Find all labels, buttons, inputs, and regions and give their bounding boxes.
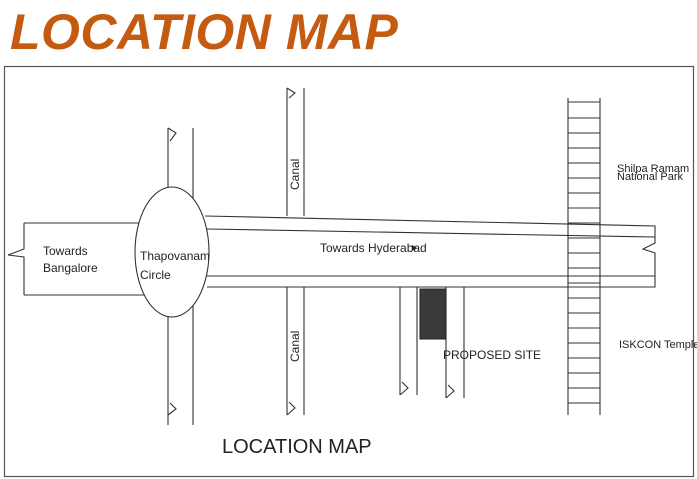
direction-arrow-icon [412,245,417,251]
label-towards-hyderabad: Towards Hyderabad [320,241,427,255]
road-west [7,222,155,296]
canal-south [286,287,305,416]
label-circle: Circle [140,268,171,282]
page-title: LOCATION MAP [10,4,399,60]
label-thapovanam: Thapovanam [140,249,210,263]
thapovanam-circle [134,186,210,318]
canal-north [286,87,305,216]
road-east [204,215,656,288]
label-canal-north: Canal [288,159,302,190]
label-national-park: National Park [617,171,684,183]
label-proposed-site: PROPOSED SITE [443,348,541,362]
label-bangalore: Bangalore [43,261,98,275]
proposed-site-block [419,288,447,340]
site-road-left [399,287,418,396]
railway-sleepers [568,101,600,404]
map-frame [3,65,695,478]
road-east-inner-line [205,228,656,277]
label-towards: Towards [43,244,88,258]
map-caption: LOCATION MAP [222,436,372,458]
label-shilpa-ramam: Shilpa Ramam [617,163,689,175]
label-canal-south: Canal [288,331,302,362]
label-iskcon-temple: ISKCON Temple [619,339,697,351]
railway-track [567,98,601,415]
